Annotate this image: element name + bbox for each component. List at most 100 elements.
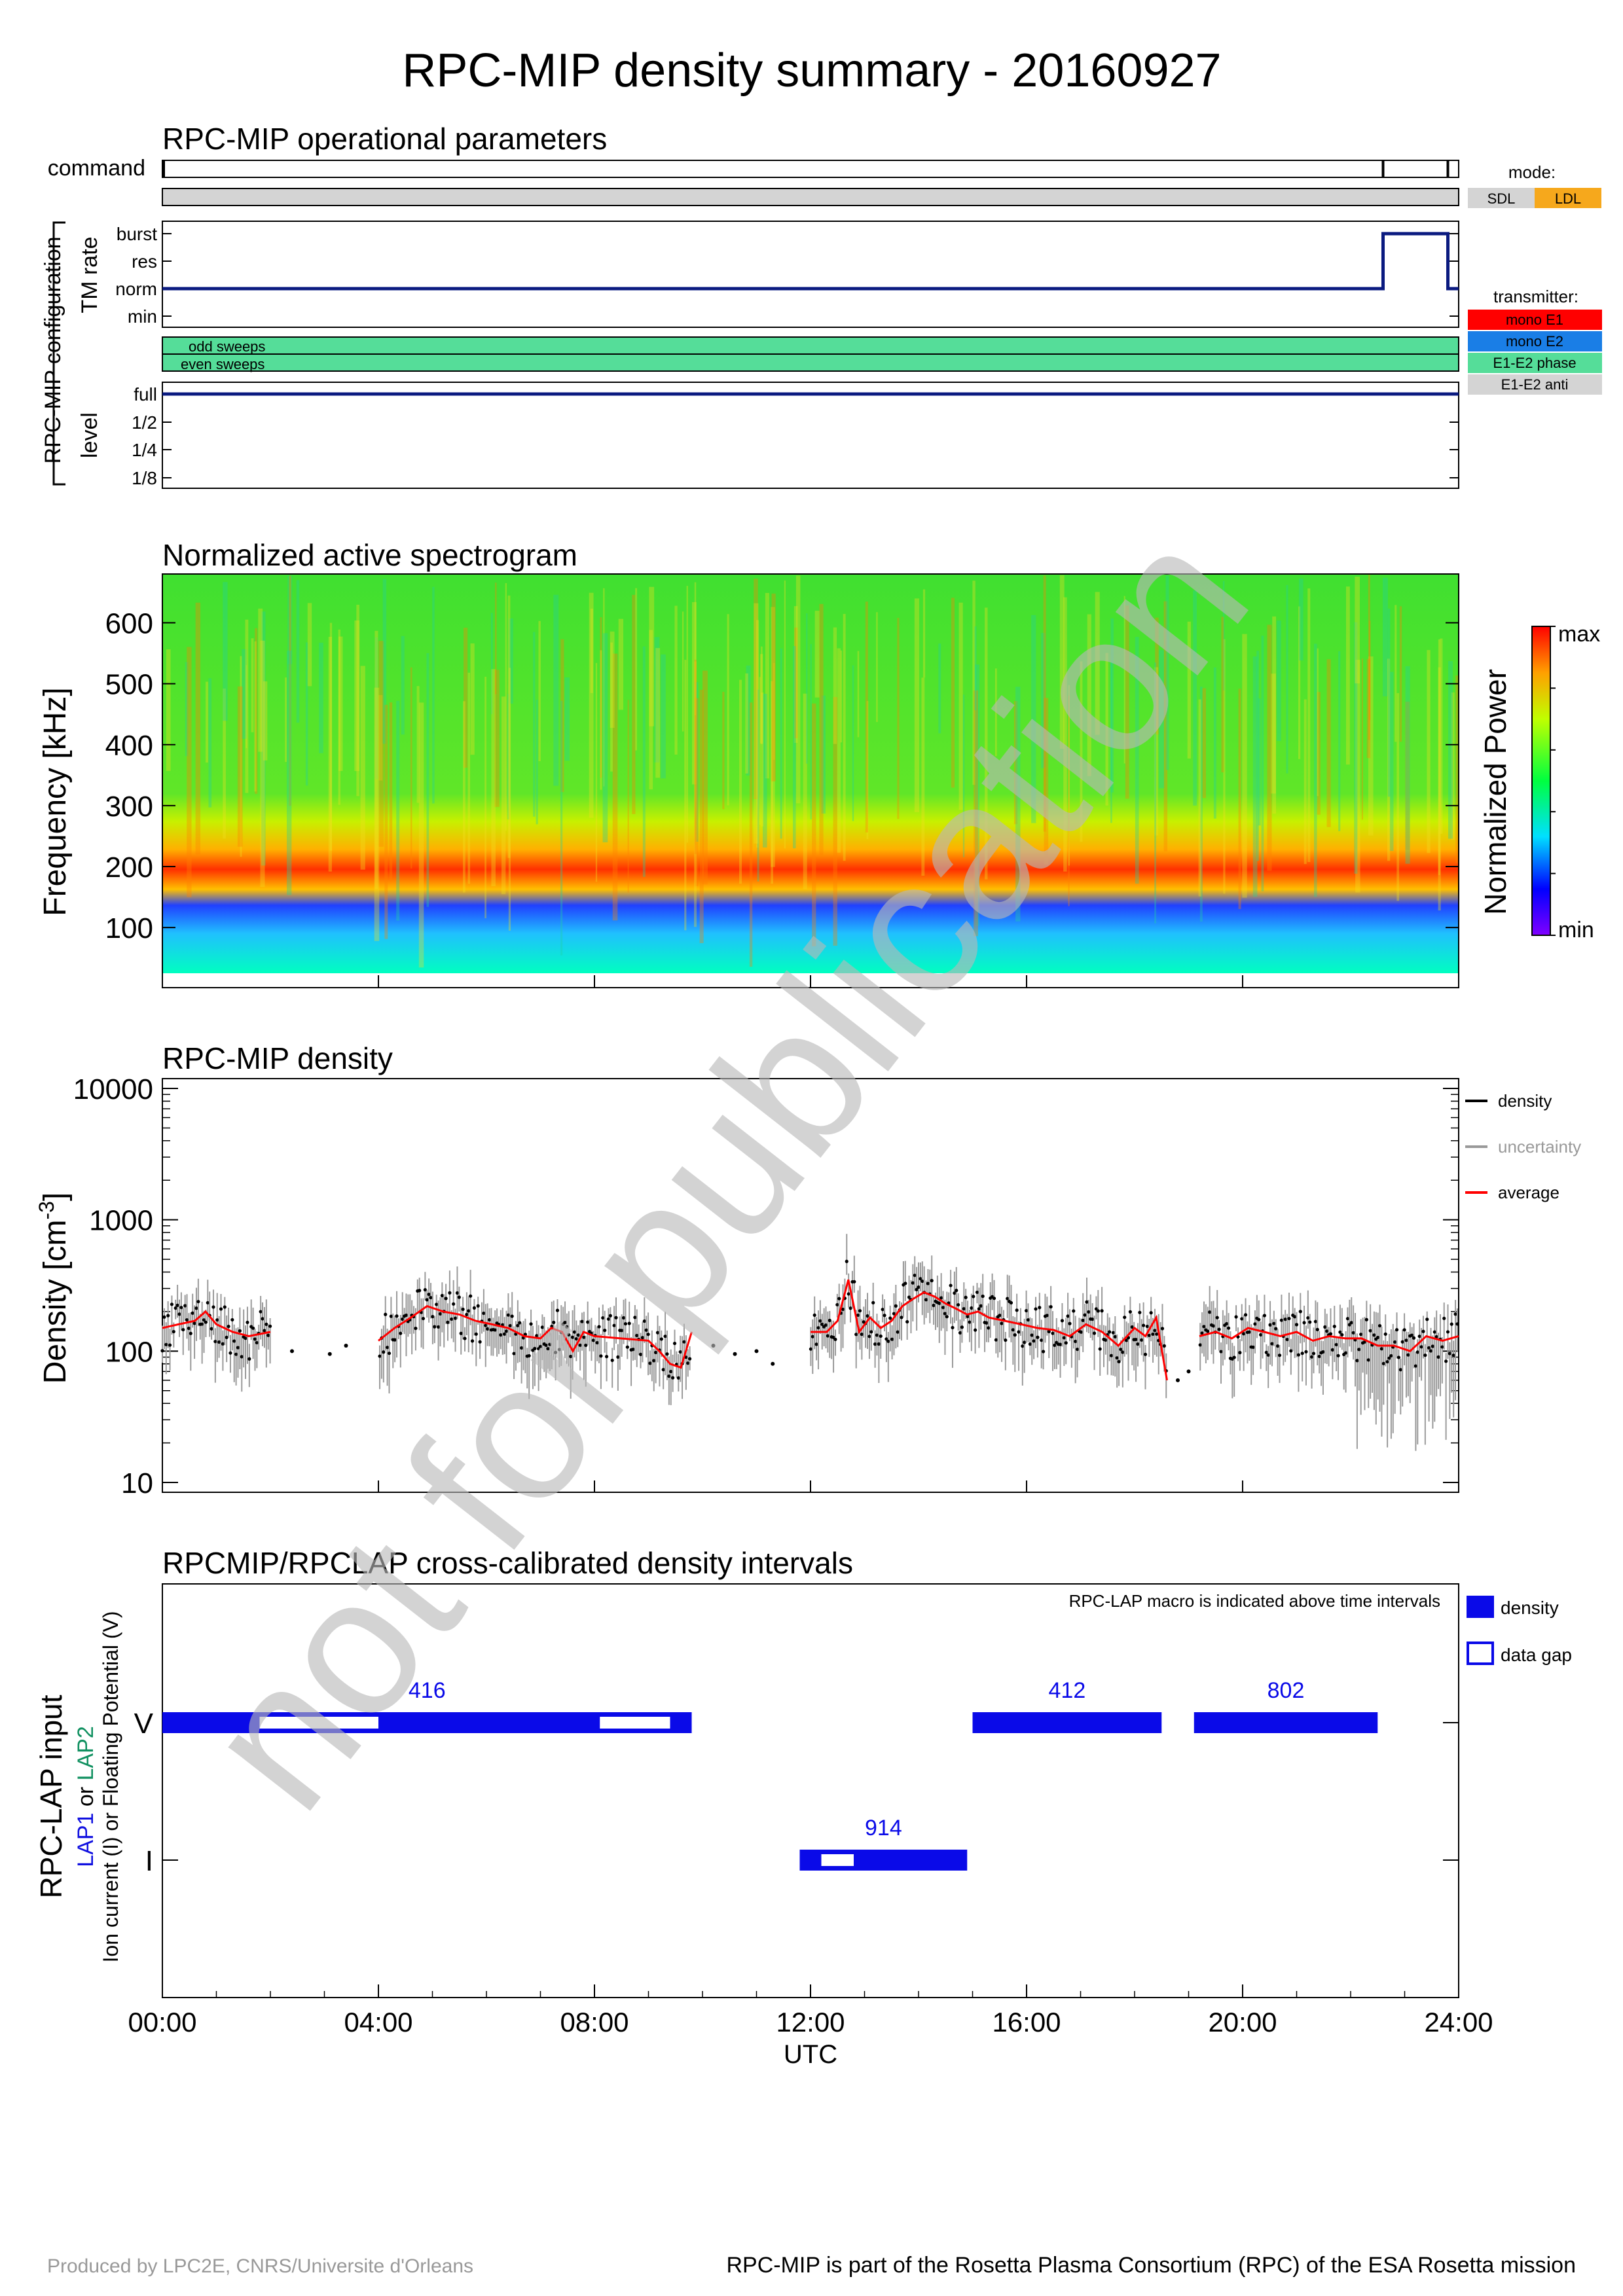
density-point <box>900 1316 903 1319</box>
spectrogram-streak <box>538 620 541 761</box>
spectrogram-streak <box>338 636 343 772</box>
spectrogram-streak <box>1355 660 1360 893</box>
spectrogram-streak <box>695 698 699 886</box>
density-point <box>535 1334 539 1338</box>
mode-legend-ldl-swatch <box>1535 188 1601 208</box>
density-point <box>421 1316 426 1321</box>
density-point <box>173 1306 177 1310</box>
density-point <box>240 1355 244 1359</box>
density-point <box>1315 1327 1319 1331</box>
spectrogram-streak <box>951 598 955 788</box>
level-tick-label: 1/8 <box>132 468 157 488</box>
spectrogram-streak <box>962 694 965 857</box>
average-line <box>811 1279 1168 1381</box>
density-point <box>949 1283 953 1287</box>
spectrogram-streak <box>289 575 291 806</box>
density-point <box>429 1295 433 1300</box>
density-point <box>1083 1313 1087 1317</box>
density-point <box>1257 1318 1261 1321</box>
spectrogram-streak <box>1368 574 1370 740</box>
density-point <box>1015 1308 1019 1312</box>
density-point <box>816 1326 820 1330</box>
density-point <box>871 1300 875 1304</box>
density-point <box>932 1303 936 1308</box>
density-point <box>210 1327 213 1331</box>
density-point <box>1272 1321 1276 1325</box>
spectrogram-streak <box>401 636 405 735</box>
density-point <box>1413 1364 1418 1368</box>
density-point <box>1004 1338 1008 1342</box>
spectrogram-streak <box>378 694 383 781</box>
density-point <box>847 1292 850 1296</box>
spectrogram-streak <box>319 642 323 753</box>
spectrogram-streak <box>1044 698 1049 865</box>
density-point <box>1074 1339 1078 1344</box>
spectrogram-streak <box>1399 606 1402 742</box>
density-point <box>162 1315 166 1319</box>
freq-tick-label: 500 <box>105 669 153 701</box>
density-point <box>1287 1316 1291 1321</box>
density-point <box>612 1323 616 1327</box>
density-point <box>470 1339 475 1343</box>
density-point <box>888 1316 892 1320</box>
spectrogram-streak <box>1317 648 1319 797</box>
density-point <box>979 1304 983 1308</box>
spectrogram-streak <box>1298 606 1301 759</box>
spectrogram-streak <box>975 664 979 926</box>
tm-level-norm: norm <box>115 279 157 299</box>
density-point <box>686 1361 690 1365</box>
spectrogram-streak <box>821 695 826 814</box>
colorbar-ticks <box>1550 626 1556 936</box>
spectrogram-streak <box>938 643 941 734</box>
density-point <box>185 1318 189 1322</box>
density-point <box>881 1308 884 1312</box>
time-tick-label: 16:00 <box>992 2007 1061 2037</box>
density-point <box>833 1337 837 1342</box>
mode-legend-sdl-swatch <box>1468 188 1535 208</box>
mode-strip <box>162 188 1459 206</box>
density-point <box>856 1313 860 1318</box>
density-point <box>1100 1309 1104 1313</box>
density-point <box>1417 1335 1421 1338</box>
density-point <box>448 1291 452 1295</box>
density-point <box>604 1355 609 1359</box>
density-point <box>433 1325 437 1329</box>
density-point <box>1398 1368 1402 1372</box>
lap2-label: LAP2 <box>73 1726 98 1780</box>
density-point <box>854 1333 858 1336</box>
spectrogram-streak <box>507 595 511 858</box>
density-point <box>520 1346 524 1350</box>
density-frame <box>162 1078 1459 1493</box>
density-point <box>1134 1337 1138 1342</box>
spectrogram-streak <box>1198 699 1201 897</box>
odd-sweeps-strip <box>162 336 1459 355</box>
intervals-note: RPC-LAP macro is indicated above time in… <box>1069 1591 1440 1611</box>
spectrogram-streak <box>695 682 699 842</box>
intervals-title: RPCMIP/RPCLAP cross-calibrated density i… <box>162 1546 853 1580</box>
tm-level-min: min <box>128 306 157 327</box>
density-point <box>217 1340 221 1344</box>
density-point <box>884 1337 888 1341</box>
density-point <box>440 1293 444 1298</box>
spectrogram-streak <box>1258 698 1261 826</box>
spectrogram-streak <box>467 672 471 884</box>
density-point <box>465 1312 469 1316</box>
spectrogram-streak <box>508 668 511 931</box>
colorbar-min: min <box>1558 918 1594 942</box>
transmitter-legend: mono E1 mono E2 E1-E2 phase E1-E2 anti <box>1468 310 1602 395</box>
density-point <box>253 1337 257 1341</box>
level-tick-label: 1/2 <box>132 412 157 433</box>
density-point <box>964 1295 968 1299</box>
density-point <box>1421 1329 1425 1333</box>
density-point <box>1355 1359 1359 1363</box>
density-point <box>1028 1342 1032 1346</box>
density-point <box>1415 1350 1419 1354</box>
density-y-axis: 10 100 1000 10000 <box>73 1073 1459 1499</box>
density-point <box>1451 1354 1455 1357</box>
density-point <box>610 1358 614 1363</box>
intervals-ylabel-lap: LAP1 or LAP2 <box>73 1726 98 1867</box>
density-point <box>676 1376 680 1380</box>
density-point <box>461 1307 465 1312</box>
spectrogram-streak <box>509 618 513 704</box>
density-point <box>1160 1327 1165 1331</box>
